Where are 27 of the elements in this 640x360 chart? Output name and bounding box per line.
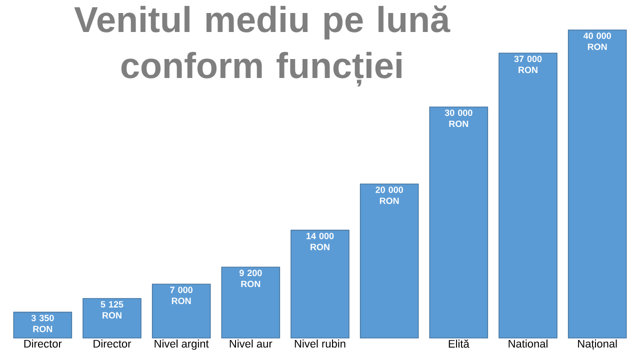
data-label: 37 000 RON [514, 56, 542, 74]
bar [221, 266, 280, 338]
bar [152, 284, 211, 338]
bar [429, 106, 488, 338]
data-label: 30 000 RON [444, 110, 472, 127]
x-tick-label: National [508, 340, 548, 348]
data-label: 5 125 RON [100, 301, 124, 319]
x-tick-label: Nivel argint [154, 340, 209, 350]
data-label: 14 000 RON [306, 232, 334, 250]
data-label: 9 200 RON [239, 270, 262, 288]
bar [360, 184, 419, 338]
bar [568, 30, 627, 338]
x-tick-label: Elită [448, 340, 470, 348]
bar [290, 230, 350, 338]
data-label: 20 000 RON [376, 186, 403, 204]
x-tick-label: Nivel rubin [294, 340, 346, 348]
data-label: 7 000 RON [170, 286, 192, 304]
bar [82, 298, 142, 338]
bar [498, 52, 558, 338]
bar [13, 312, 72, 338]
x-tick-label: Director [24, 340, 62, 348]
x-tick-label: Director [94, 340, 132, 348]
chart-title: Venitul mediu pe lună conform funcției [74, 6, 450, 86]
data-label: 3 350 RON [31, 314, 54, 332]
x-tick-label: Nivel aur [230, 340, 272, 348]
x-tick-label: Național [578, 340, 617, 350]
data-label: 40 000 RON [583, 32, 611, 50]
